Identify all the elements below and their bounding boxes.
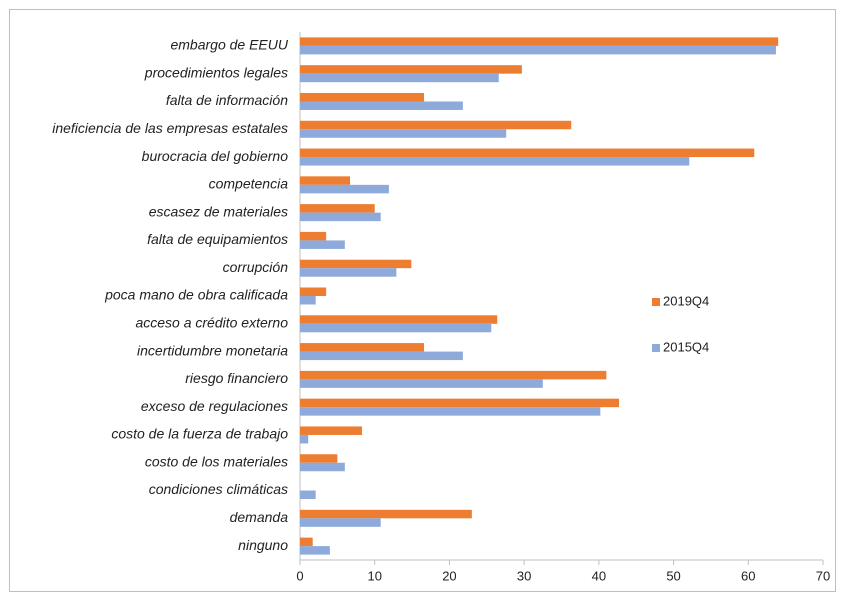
bar xyxy=(300,351,463,361)
bar xyxy=(300,546,330,555)
bar xyxy=(300,379,543,388)
bar xyxy=(300,240,345,249)
bar xyxy=(300,315,498,324)
bar xyxy=(300,287,327,296)
y-tick-label: acceso a crédito externo xyxy=(135,314,288,330)
bar xyxy=(300,370,607,380)
bar xyxy=(300,45,776,55)
y-tick-label: costo de los materiales xyxy=(145,453,288,469)
bar xyxy=(300,120,572,130)
y-tick-label: exceso de regulaciones xyxy=(141,398,288,414)
bar xyxy=(300,296,316,305)
bar xyxy=(300,204,375,213)
y-tick-label: poca mano de obra calificada xyxy=(104,287,288,303)
y-tick-label: escasez de materiales xyxy=(149,203,288,219)
bar xyxy=(300,268,397,277)
bar xyxy=(300,92,425,102)
bar xyxy=(300,73,499,83)
x-tick-label: 50 xyxy=(666,568,680,583)
bar xyxy=(300,212,381,222)
y-tick-label: ineficiencia de las empresas estatales xyxy=(52,120,288,136)
bar xyxy=(300,157,690,166)
bar xyxy=(300,518,381,527)
x-tick-label: 60 xyxy=(741,568,755,583)
x-tick-label: 20 xyxy=(442,568,456,583)
x-tick-label: 70 xyxy=(816,568,830,583)
y-tick-label: falta de información xyxy=(166,92,288,108)
bar xyxy=(300,176,351,185)
bar xyxy=(300,323,492,333)
bar xyxy=(300,462,345,472)
y-tick-label: competencia xyxy=(209,176,289,192)
bar xyxy=(300,490,316,500)
bar xyxy=(300,37,779,46)
legend-swatch xyxy=(652,298,660,306)
legend-label: 2015Q4 xyxy=(663,339,709,354)
legend-label: 2019Q4 xyxy=(663,293,709,308)
bar xyxy=(300,509,472,519)
bar xyxy=(300,407,601,416)
y-tick-label: embargo de EEUU xyxy=(170,37,288,53)
x-tick-label: 30 xyxy=(517,568,531,583)
bar xyxy=(300,434,309,444)
y-tick-label: ninguno xyxy=(238,537,288,553)
bar xyxy=(300,101,463,110)
bar xyxy=(300,343,425,352)
y-tick-label: demanda xyxy=(230,509,289,525)
y-tick-label: incertidumbre monetaria xyxy=(137,342,288,358)
bar xyxy=(300,148,755,158)
y-tick-label: corrupción xyxy=(223,259,289,275)
bar xyxy=(300,426,363,435)
bar xyxy=(300,259,412,269)
x-tick-label: 10 xyxy=(367,568,381,583)
y-tick-label: riesgo financiero xyxy=(185,370,288,386)
y-tick-label: condiciones climáticas xyxy=(149,481,288,497)
y-tick-label: costo de la fuerza de trabajo xyxy=(111,426,288,442)
bar xyxy=(300,65,522,74)
bar xyxy=(300,398,620,408)
bar xyxy=(300,231,327,241)
y-tick-label: falta de equipamientos xyxy=(147,231,288,247)
bar xyxy=(300,454,338,463)
bar xyxy=(300,537,313,547)
x-tick-label: 40 xyxy=(592,568,606,583)
legend-swatch xyxy=(652,344,660,352)
y-tick-label: procedimientos legales xyxy=(144,64,288,80)
y-tick-label: burocracia del gobierno xyxy=(142,148,289,164)
x-tick-label: 0 xyxy=(296,568,303,583)
bar xyxy=(300,184,389,194)
bar xyxy=(300,129,507,138)
